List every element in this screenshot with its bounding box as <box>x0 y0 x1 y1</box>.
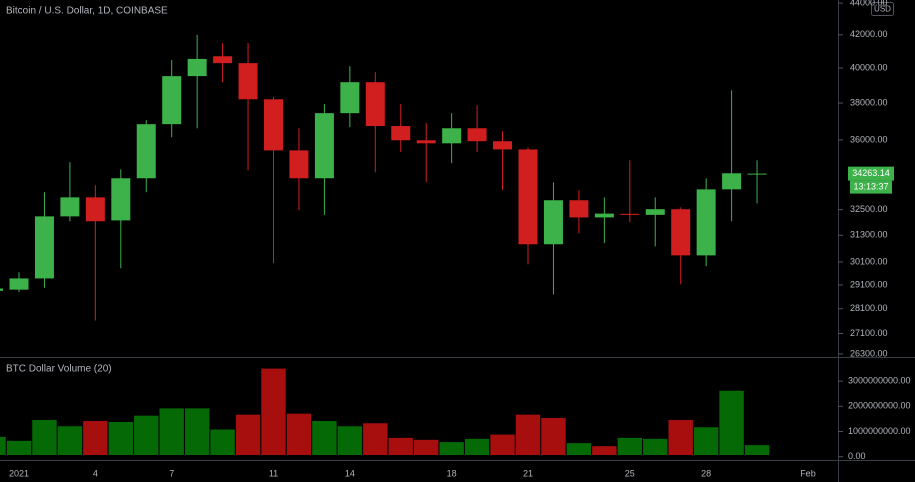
volume-bar <box>32 419 57 455</box>
volume-bar <box>693 427 719 455</box>
candle-body <box>314 113 334 179</box>
currency-label[interactable]: USD <box>874 5 891 14</box>
volume-bar <box>134 415 159 455</box>
candle-body <box>594 213 614 218</box>
x-tick-label: 14 <box>345 468 355 478</box>
volume-bar <box>668 419 693 455</box>
countdown-box <box>850 180 892 194</box>
candle-body <box>645 209 665 215</box>
candle-body <box>442 128 462 144</box>
candle-body <box>340 82 360 114</box>
volume-bar <box>210 429 235 455</box>
volume-bar <box>261 368 286 455</box>
volume-bar <box>490 434 515 455</box>
countdown-label: 13:13:37 <box>853 181 888 191</box>
volume-bar <box>414 439 439 455</box>
volume-tick-label: 1000000000.00 <box>848 426 911 436</box>
volume-bar <box>184 408 210 455</box>
candle-body <box>136 124 156 179</box>
candle-body <box>162 76 182 125</box>
y-tick-label: 31300.00 <box>850 230 888 240</box>
y-tick-label: 29100.00 <box>850 279 888 289</box>
candle-body <box>111 178 131 221</box>
y-tick-label: 26300.00 <box>850 348 888 358</box>
volume-bar <box>337 426 363 455</box>
x-tick-label: 28 <box>701 468 711 478</box>
volume-bar <box>57 426 83 455</box>
candle-body <box>493 141 513 150</box>
candle-body <box>696 189 716 256</box>
volume-bar <box>592 446 617 455</box>
candle-body <box>264 99 283 151</box>
volume-bar <box>363 423 388 455</box>
volume-bar <box>439 442 464 455</box>
volume-tick-label: 2000000000.00 <box>848 401 911 411</box>
candle-body <box>34 216 54 279</box>
y-tick-label: 42000.00 <box>850 29 888 39</box>
x-tick-label: 25 <box>625 468 635 478</box>
volume-bar <box>744 445 770 455</box>
volume-bar <box>464 438 490 455</box>
candle-body <box>747 173 767 175</box>
candle-body <box>467 128 487 142</box>
last-price-box <box>848 166 894 181</box>
candle-body <box>543 200 563 245</box>
volume-bar <box>312 420 337 455</box>
candle-body <box>671 209 691 256</box>
candle-body <box>365 82 385 127</box>
last-price-label: 34263.14 <box>852 168 890 178</box>
x-tick-label: 2021 <box>9 468 29 478</box>
candle-body <box>518 149 538 245</box>
candle-body <box>569 200 589 218</box>
y-tick-label: 32500.00 <box>850 204 888 214</box>
chart-title: Bitcoin / U.S. Dollar, 1D, COINBASE <box>6 6 168 17</box>
y-tick-label: 44000.00 <box>850 0 888 7</box>
volume-bar <box>566 443 592 455</box>
volume-bar <box>6 440 32 455</box>
x-tick-label: 21 <box>523 468 533 478</box>
x-tick-label: 4 <box>93 468 98 478</box>
volume-bar <box>541 417 566 455</box>
candle-body <box>85 197 105 222</box>
y-tick-label: 30100.00 <box>850 256 888 266</box>
candle-body <box>187 58 207 77</box>
y-tick-label: 40000.00 <box>850 62 888 72</box>
candle-body <box>391 126 411 141</box>
volume-bar <box>719 390 744 455</box>
candle-body <box>0 288 4 291</box>
volume-bar <box>0 436 6 455</box>
volume-bar <box>515 414 541 455</box>
volume-bar <box>286 413 312 455</box>
x-tick-label: 7 <box>169 468 174 478</box>
x-tick-label: Feb <box>800 468 816 478</box>
currency-box[interactable] <box>871 2 894 16</box>
volume-bar <box>83 420 108 455</box>
candle-body <box>238 63 258 100</box>
x-tick-label: 18 <box>447 468 457 478</box>
candle-body <box>60 197 80 217</box>
volume-bar <box>159 408 184 455</box>
volume-bar <box>643 438 668 455</box>
candle-body <box>9 278 29 290</box>
candle-body <box>722 173 742 190</box>
volume-tick-label: 0.00 <box>848 451 866 461</box>
candle-body <box>416 140 436 144</box>
y-tick-label: 38000.00 <box>850 97 888 107</box>
volume-bar <box>617 437 642 455</box>
y-tick-label: 28100.00 <box>850 303 888 313</box>
y-tick-label: 36000.00 <box>850 134 888 144</box>
volume-label: BTC Dollar Volume (20) <box>6 364 112 375</box>
volume-bar <box>388 437 413 455</box>
volume-bar <box>108 421 133 455</box>
y-tick-label: 27100.00 <box>850 328 888 338</box>
volume-tick-label: 3000000000.00 <box>848 376 911 386</box>
candle-body <box>620 213 640 215</box>
candle-body <box>289 150 309 179</box>
x-tick-label: 11 <box>269 468 278 478</box>
candle-body <box>213 56 233 64</box>
volume-bar <box>235 414 261 455</box>
